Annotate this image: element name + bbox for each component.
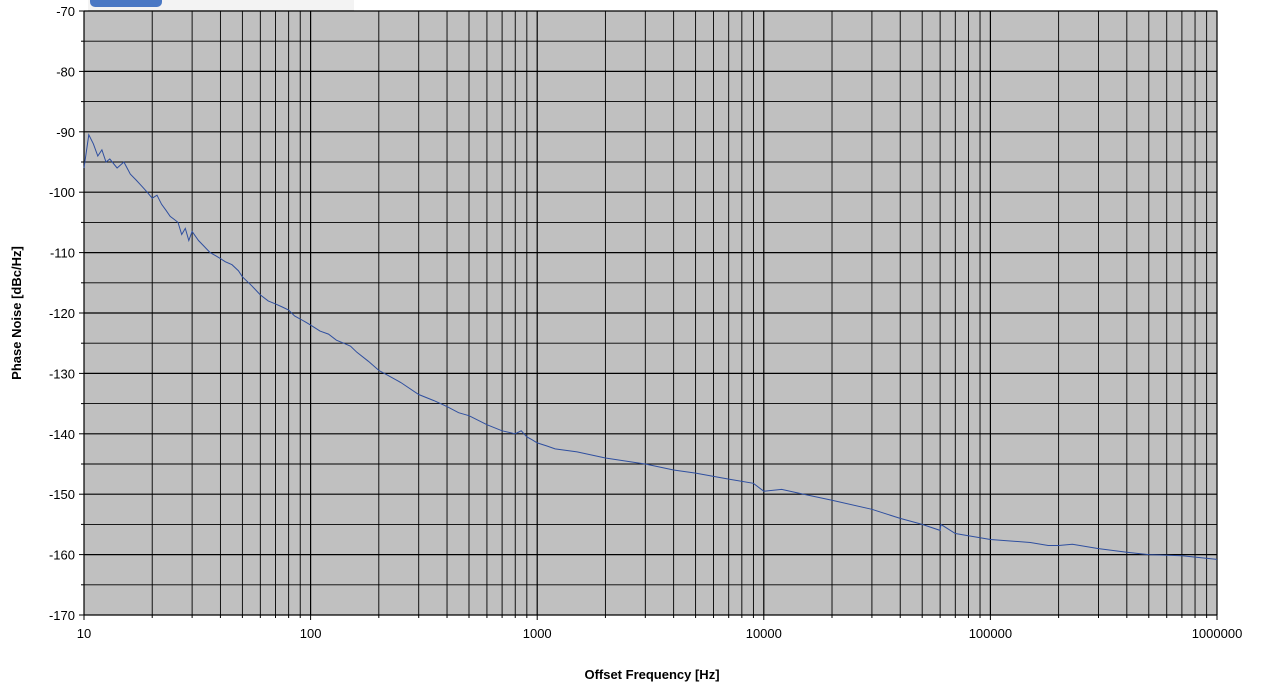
y-tick-label: -160 bbox=[49, 548, 75, 563]
y-tick-label: -70 bbox=[56, 4, 75, 19]
x-tick-label: 100 bbox=[300, 626, 322, 641]
x-tick-label: 100000 bbox=[969, 626, 1012, 641]
y-tick-label: -110 bbox=[50, 246, 75, 261]
legend-swatch bbox=[90, 0, 162, 7]
y-axis-title: Phase Noise [dBc/Hz] bbox=[9, 246, 24, 380]
grid-major bbox=[83, 10, 1218, 616]
y-tick-label: -120 bbox=[49, 306, 75, 321]
y-tick-label: -90 bbox=[56, 125, 75, 140]
y-tick-label: -100 bbox=[49, 185, 75, 200]
axis-ticks bbox=[79, 10, 1218, 620]
x-tick-label: 1000000 bbox=[1192, 626, 1243, 641]
series-line-phase-noise bbox=[83, 133, 1218, 560]
y-tick-label: -150 bbox=[49, 487, 75, 502]
x-tick-labels: 10 100 1000 10000 100000 1000000 bbox=[77, 626, 1243, 641]
x-axis-title: Offset Frequency [Hz] bbox=[584, 667, 719, 682]
x-tick-label: 10000 bbox=[746, 626, 782, 641]
y-tick-labels: -70 -80 -90 -100 -110 -120 -130 -140 -150 -160 -17… bbox=[49, 4, 75, 623]
y-tick-label: -170 bbox=[49, 608, 75, 623]
y-tick-label: -130 bbox=[49, 366, 75, 381]
y-tick-label: -140 bbox=[49, 427, 75, 442]
x-tick-label: 1000 bbox=[523, 626, 552, 641]
x-tick-label: 10 bbox=[77, 626, 91, 641]
y-tick-label: -80 bbox=[56, 64, 75, 79]
